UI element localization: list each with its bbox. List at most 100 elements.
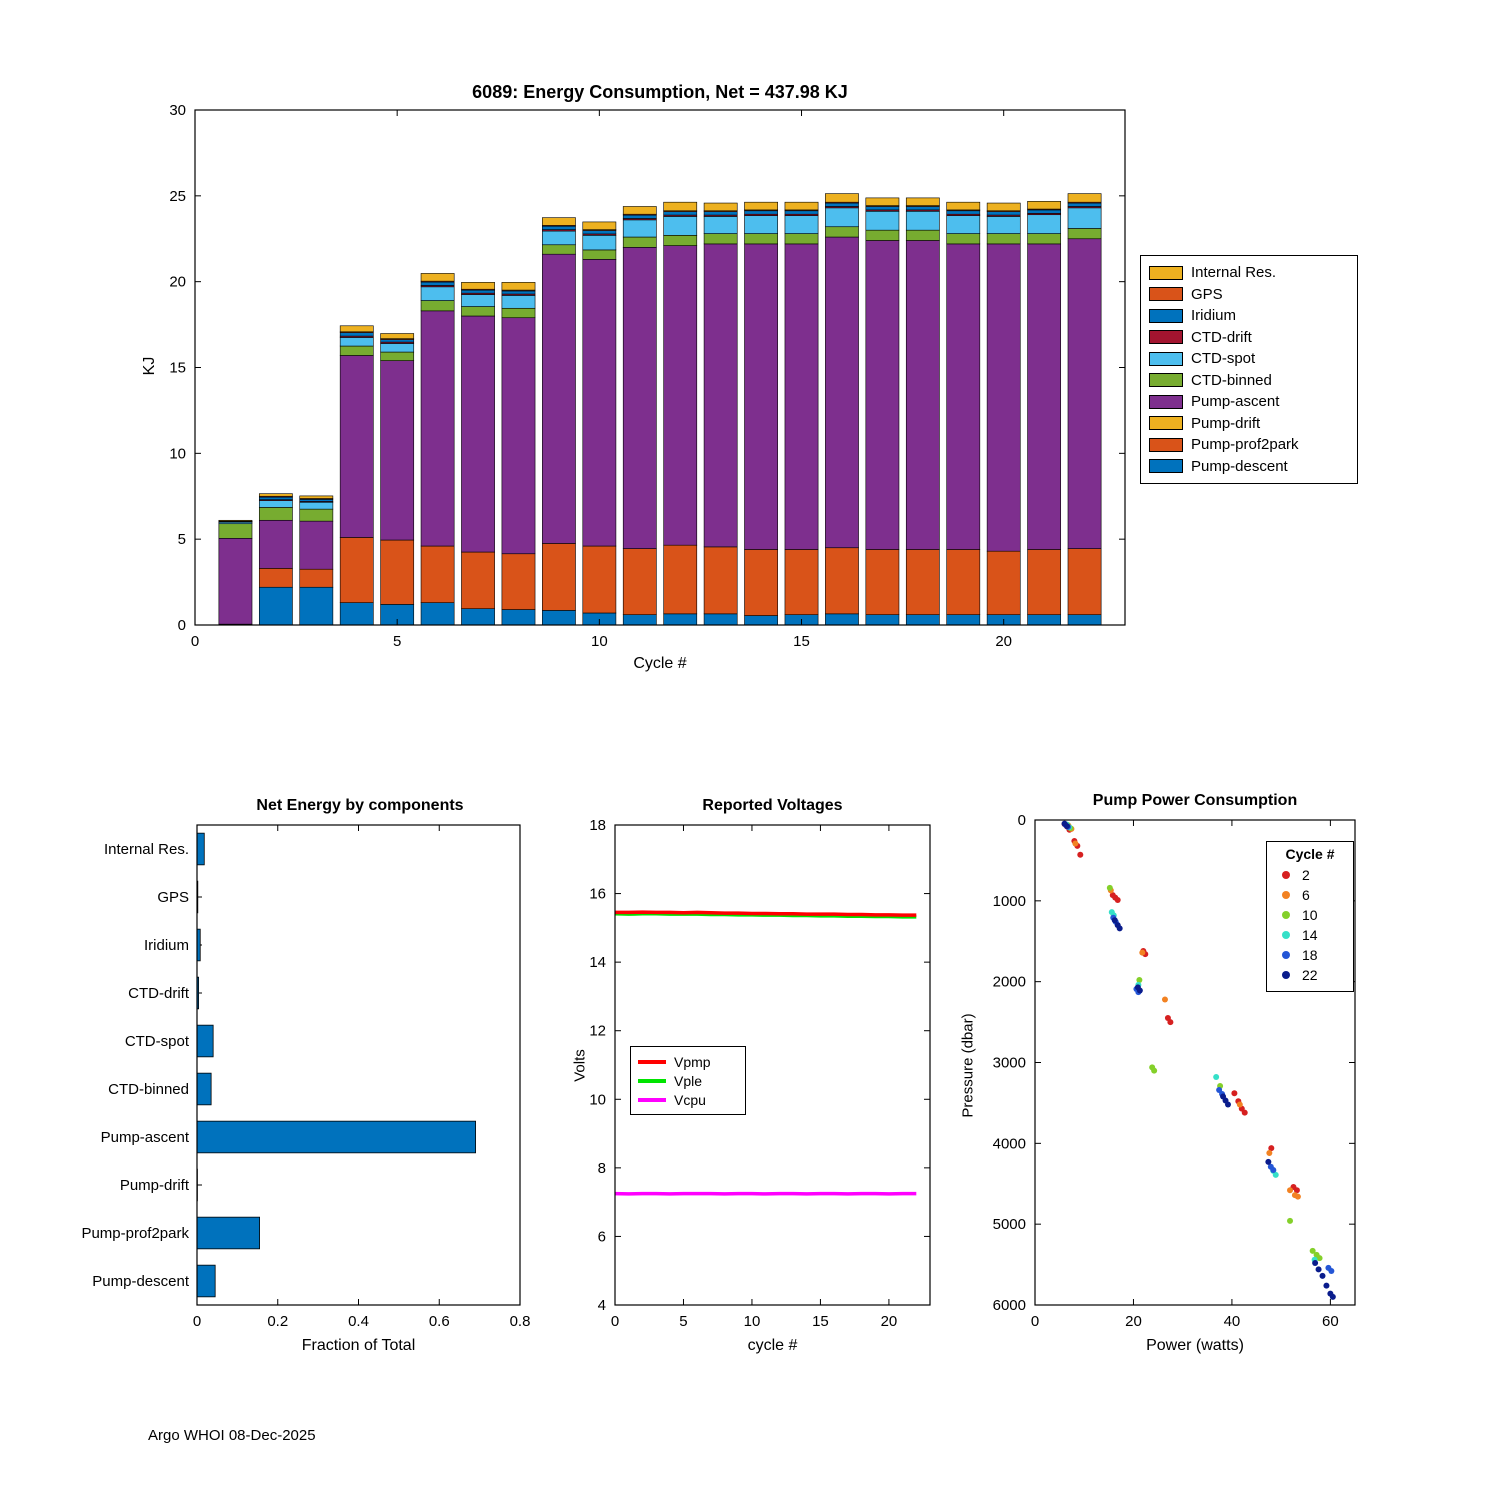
legend-item-iridium: Iridium — [1149, 305, 1349, 327]
bar-segment-pump-ascent — [501, 317, 536, 555]
scatter-point-cycle-10 — [1136, 977, 1143, 984]
legend-label: Internal Res. — [1191, 264, 1277, 282]
legend-label: 6 — [1302, 887, 1310, 903]
bar-segment-pump-prof2park — [865, 549, 900, 616]
bar-segment-internal-res — [258, 493, 293, 497]
scatter-point-cycle-2 — [1077, 851, 1084, 858]
legend-label: CTD-drift — [1191, 328, 1252, 346]
scatter-point-cycle-2 — [1241, 1109, 1248, 1116]
bar-segment-pump-descent — [542, 610, 576, 626]
bar-segment-ctd-binned — [380, 351, 415, 361]
bar-segment-pump-ascent — [905, 240, 940, 550]
bar-segment-internal-res — [865, 197, 900, 206]
category-label-gps: GPS — [157, 889, 189, 906]
bar-segment-iridium — [542, 225, 576, 230]
voltages-title: Reported Voltages — [702, 797, 843, 814]
bar-segment-pump-ascent — [339, 355, 374, 538]
bar-segment-iridium — [380, 339, 415, 343]
x-tick-label: 0 — [193, 1313, 201, 1330]
bar-segment-ctd-spot — [784, 215, 819, 234]
y-tick-label: 5000 — [993, 1216, 1026, 1233]
bar-segment-internal-res — [542, 217, 576, 226]
bar-segment-ctd-binned — [1027, 233, 1062, 245]
bar-segment-pump-descent — [339, 602, 374, 626]
bar-segment-ctd-binned — [946, 233, 981, 245]
bar-segment-pump-prof2park — [703, 546, 738, 615]
scatter-point-cycle-10 — [1151, 1067, 1158, 1074]
bar-segment-pump-ascent — [744, 243, 778, 550]
bar-segment-pump-prof2park — [299, 568, 334, 588]
scatter-point-cycle-22 — [1111, 917, 1118, 924]
x-tick-label: 20 — [881, 1313, 898, 1330]
bar-segment-ctd-spot — [299, 501, 334, 510]
scatter-point-cycle-10 — [1316, 1255, 1323, 1262]
bar-segment-pump-prof2park — [542, 543, 576, 611]
bar-segment-ctd-binned — [258, 507, 293, 521]
legend-marker — [1282, 971, 1290, 979]
legend-item-pump-ascent: Pump-ascent — [1149, 391, 1349, 413]
legend-label: GPS — [1191, 285, 1223, 303]
scatter-point-cycle-2 — [1114, 897, 1121, 904]
bar-segment-pump-ascent — [380, 360, 415, 541]
scatter-point-cycle-18 — [1270, 1167, 1277, 1174]
legend-line-sample — [638, 1078, 666, 1083]
net-energy-chart: Internal Res. GPS Iridium CTD-drift CTD-spot… — [81, 824, 530, 1330]
y-tick-label: 3000 — [993, 1055, 1026, 1072]
bar-segment-pump-prof2park — [784, 549, 819, 616]
bar-segment-iridium — [258, 496, 293, 500]
scatter-point-cycle-6 — [1161, 996, 1168, 1003]
bar-segment-internal-res — [1067, 193, 1102, 203]
bar-segment-pump-ascent — [258, 519, 293, 569]
legend-label: 2 — [1302, 867, 1310, 883]
bar-segment-iridium — [744, 210, 778, 215]
bar-segment-pump-descent — [258, 586, 293, 626]
bar-segment-internal-res — [825, 193, 859, 203]
scatter-point-cycle-2 — [1293, 1187, 1300, 1194]
pump-power-chart: 0 20 40 60 0 1000 2000 3000 4000 5000 6000 — [993, 812, 1356, 1330]
net-energy-title: Net Energy by components — [256, 797, 464, 814]
bar-segment-pump-prof2park — [744, 549, 778, 616]
bar-segment-ctd-spot — [744, 215, 778, 234]
bar-segment-ctd-binned — [622, 236, 657, 248]
legend-label: 14 — [1302, 927, 1318, 943]
net-energy-xlabel: Fraction of Total — [301, 1337, 416, 1354]
bar-segment-internal-res — [703, 202, 738, 212]
scatter-point-cycle-22 — [1312, 1259, 1319, 1266]
legend-line-sample — [638, 1059, 666, 1064]
bar-segment-iridium — [784, 210, 819, 215]
scatter-point-cycle-22 — [1265, 1158, 1272, 1165]
bar-segment-pump-ascent — [703, 243, 738, 548]
y-tick-label: 4000 — [993, 1135, 1026, 1152]
bar-segment-ctd-spot — [380, 343, 415, 353]
bar-segment-pump-prof2park — [986, 550, 1021, 615]
bar-segment-iridium — [946, 210, 981, 215]
pump-power-ylabel: Pressure (dbar) — [959, 1013, 977, 1118]
bar-segment-ctd-binned — [501, 307, 536, 319]
legend-item-cycle-22: 22 — [1267, 965, 1353, 985]
y-tick-label: 2000 — [993, 974, 1026, 991]
bar-segment-pump-ascent — [1067, 238, 1102, 549]
legend-swatch-pump-descent — [1149, 459, 1183, 474]
bar-segment-internal-res — [380, 333, 415, 339]
bar-segment-ctd-binned — [1067, 228, 1102, 240]
bar-segment-internal-res — [299, 495, 334, 499]
bar-segment-pump-descent — [299, 586, 334, 626]
x-tick-label: 60 — [1322, 1313, 1339, 1330]
legend-label: Pump-drift — [1191, 414, 1261, 432]
y-tick-label: 0 — [178, 617, 186, 634]
y-tick-label: 25 — [169, 188, 186, 205]
energy-xlabel: Cycle # — [633, 655, 687, 672]
bar-segment-ctd-spot — [501, 295, 536, 309]
voltages-xlabel: cycle # — [747, 1337, 798, 1354]
category-label-internal-res: Internal Res. — [104, 841, 189, 858]
bar-segment-ctd-binned — [784, 233, 819, 245]
legend-marker — [1282, 891, 1290, 899]
bar-segment-ctd-spot — [622, 219, 657, 238]
bar-segment-internal-res — [663, 201, 698, 212]
bar-segment-pump-ascent — [420, 310, 455, 547]
legend-swatch-ctd-spot — [1149, 351, 1183, 366]
bar-segment-iridium — [703, 211, 738, 216]
legend-marker — [1282, 951, 1290, 959]
bar-segment-pump-descent — [703, 613, 738, 626]
bar-segment-internal-res — [744, 201, 778, 211]
